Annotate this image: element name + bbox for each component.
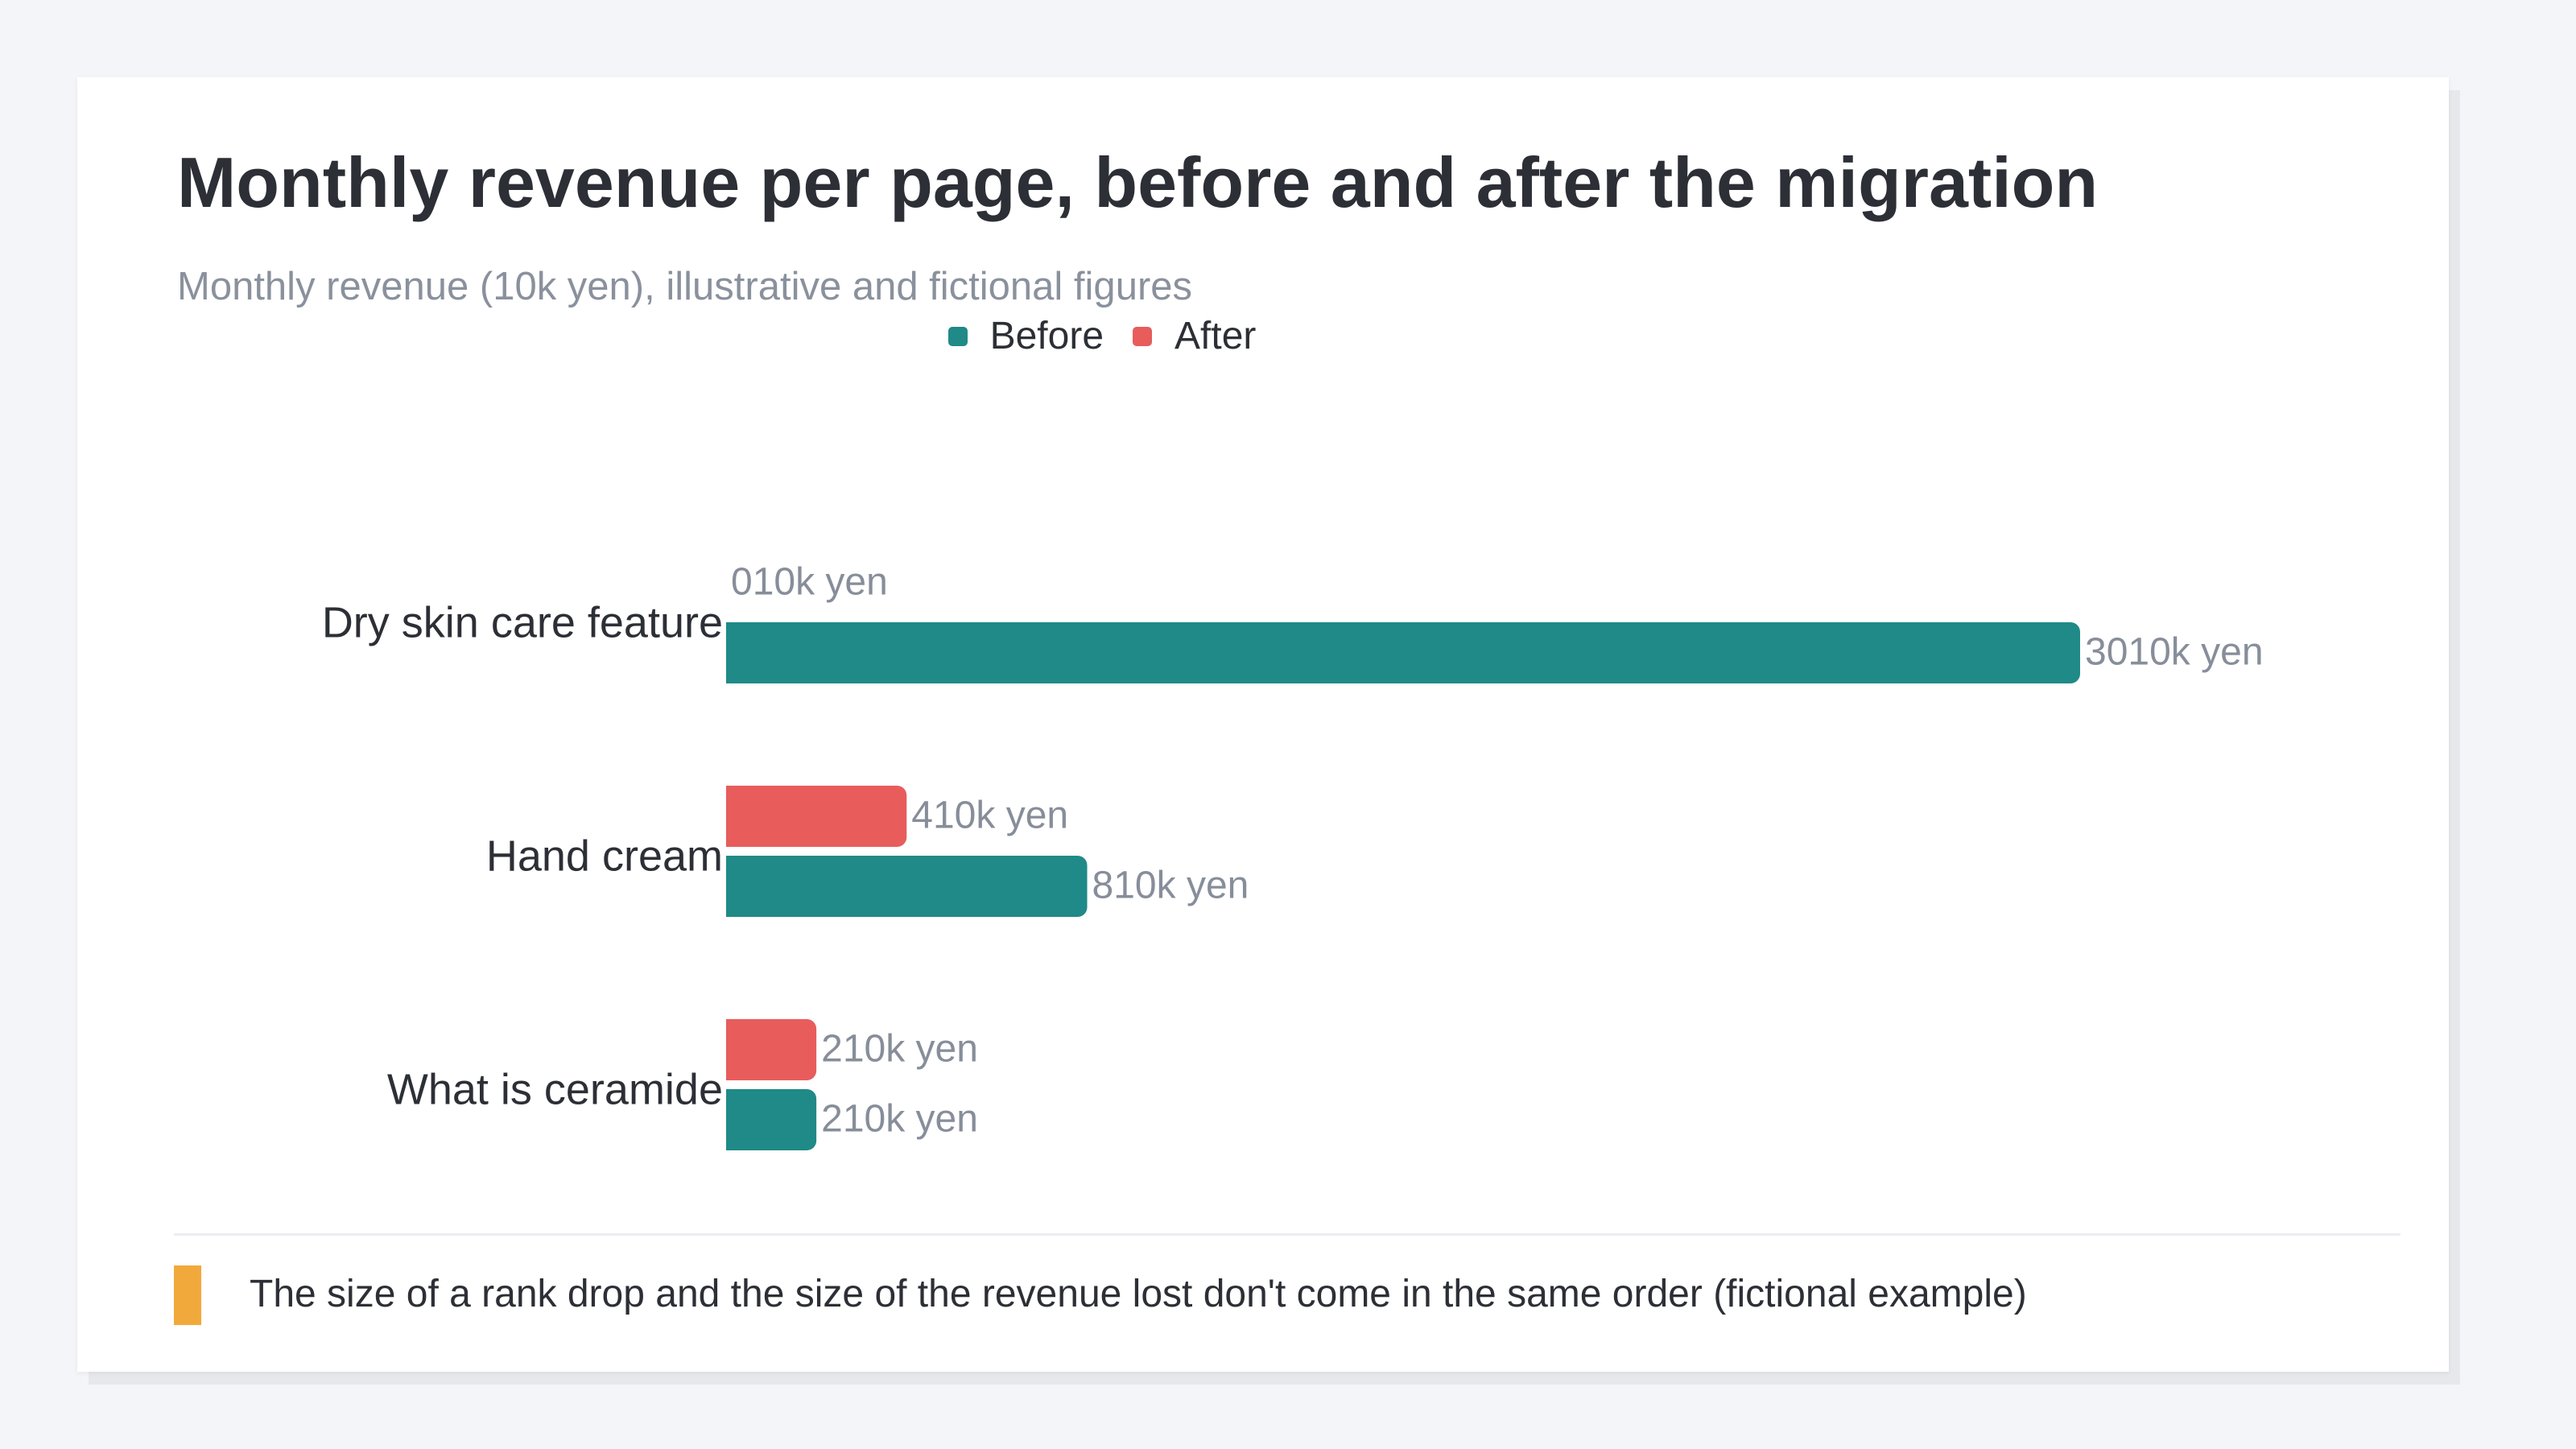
value-label-after: 410k yen <box>911 795 1068 837</box>
note-accent-bar <box>174 1265 201 1325</box>
bar-after[interactable] <box>726 1019 817 1080</box>
value-label-before: 810k yen <box>1092 865 1249 907</box>
footnote: The size of a rank drop and the size of … <box>250 1273 2027 1315</box>
chart-title: Monthly revenue per page, before and aft… <box>177 142 2099 222</box>
category-label: Dry skin care feature <box>322 598 723 646</box>
category-label: What is ceramide <box>387 1065 723 1113</box>
legend-item-after[interactable]: After <box>1133 314 1256 358</box>
bar-before[interactable] <box>726 1089 817 1150</box>
legend-swatch-after <box>1133 326 1153 346</box>
chart-legend: Before After <box>0 314 2288 358</box>
bar-before[interactable] <box>726 622 2080 683</box>
legend-label-before: Before <box>989 315 1104 357</box>
legend-label-after: After <box>1174 315 1257 357</box>
footer-divider <box>174 1233 2401 1236</box>
chart-card: Monthly revenue per page, before and aft… <box>77 77 2449 1372</box>
value-label-before: 3010k yen <box>2085 631 2264 674</box>
value-label-after: 210k yen <box>821 1028 978 1071</box>
bar-after[interactable] <box>726 786 907 847</box>
chart-subtitle: Monthly revenue (10k yen), illustrative … <box>177 265 1193 308</box>
legend-item-before[interactable]: Before <box>947 314 1104 358</box>
category-label: Hand cream <box>486 832 723 880</box>
value-label-after: 010k yen <box>731 561 888 604</box>
bar-before[interactable] <box>726 856 1088 917</box>
value-label-before: 210k yen <box>821 1098 978 1141</box>
legend-swatch-before <box>947 326 968 346</box>
